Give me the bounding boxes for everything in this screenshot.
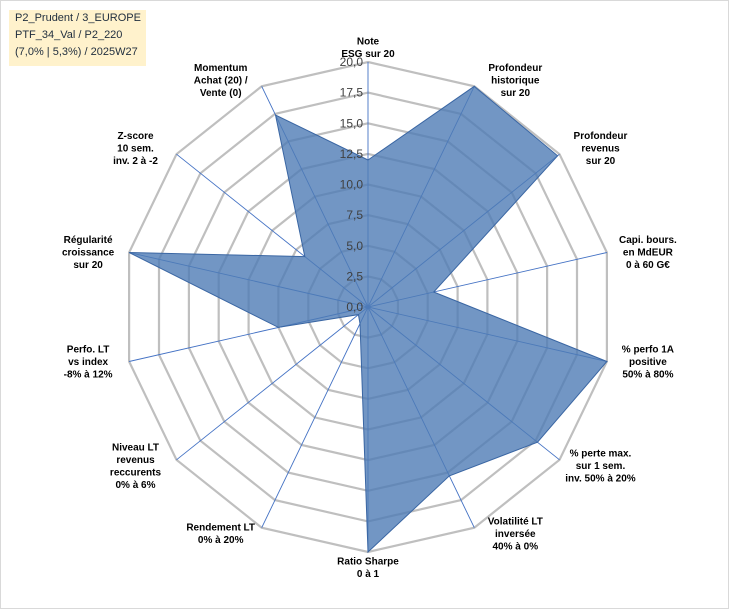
category-label-line: Ratio Sharpe [337,557,399,568]
category-label-line: % perte max. [570,449,632,460]
category-label-8: Rendement LT0% à 20% [186,523,255,547]
tick-label: 10,0 [340,178,364,192]
category-label-line: Rendement LT [186,523,255,534]
category-label-line: Profondeur [574,131,628,142]
category-label-10: Perfo. LT vs index-8% à 12% [64,344,113,380]
tick-label: 7,5 [346,208,363,222]
category-label-line: -8% à 12% [64,369,113,380]
category-label-line: Achat (20) / [194,76,248,87]
category-label-line: inv. 2 à -2 [113,156,158,167]
category-label-line: en MdEUR [623,248,674,259]
tick-label: 2,5 [346,269,363,283]
tick-label: 15,0 [340,116,364,130]
category-label-line: 10 sem. [117,144,154,155]
tick-label: 0,0 [346,300,363,314]
category-label-line: Profondeur [488,63,542,74]
category-label-line: reccurents [110,467,162,478]
spoke-line [262,307,368,528]
category-label-line: revenus [581,144,620,155]
category-label-line: inv. 50% à 20% [565,474,636,485]
tick-label: 12,5 [340,147,364,161]
tick-label: 5,0 [346,239,363,253]
category-label-line: sur 20 [73,260,103,271]
category-label-line: sur 20 [586,156,616,167]
info-line-portfolio: PTF_34_Val / P2_220 [15,29,122,41]
category-label-line: sur 1 sem. [576,461,626,472]
category-label-12: Z-score 10 sem.inv. 2 à -2 [113,131,158,167]
category-label-line: positive [629,357,667,368]
category-label-line: Note [357,37,380,48]
category-label-line: Z-score [117,131,154,142]
category-label-line: inversée [495,529,536,540]
category-label-line: % perfo 1A [622,344,674,355]
category-label-line: Momentum [194,63,247,74]
category-label-line: vs index [68,357,108,368]
category-label-13: Momentum Achat (20) /Vente (0) [194,63,248,99]
category-label-line: historique [491,76,540,87]
category-label-line: Volatilité LT [488,517,543,528]
category-label-line: 50% à 80% [622,369,673,380]
category-label-line: Perfo. LT [67,344,110,355]
category-label-line: 0% à 6% [115,480,155,491]
category-label-line: Capi. bours. [619,235,677,246]
category-label-line: Régularité [64,235,113,246]
category-label-line: sur 20 [501,88,531,99]
category-label-line: 0 à 1 [357,569,380,580]
category-label-line: 0 à 60 G€ [626,260,670,271]
category-label-line: 40% à 0% [493,542,539,553]
category-label-line: Niveau LT [112,442,159,453]
category-label-line: croissance [62,248,115,259]
info-line-profile: P2_Prudent / 3_EUROPE [15,12,141,24]
tick-label: 17,5 [340,86,364,100]
portfolio-info-box: P2_Prudent / 3_EUROPE PTF_34_Val / P2_22… [9,10,146,66]
category-label-5: % perte max.sur 1 sem. inv. 50% à 20% [565,449,636,485]
category-label-line: revenus [116,455,155,466]
category-label-line: ESG sur 20 [341,49,395,60]
category-label-line: 0% à 20% [198,535,244,546]
info-line-period: (7,0% | 5,3%) / 2025W27 [15,46,138,58]
category-label-line: Vente (0) [200,88,242,99]
